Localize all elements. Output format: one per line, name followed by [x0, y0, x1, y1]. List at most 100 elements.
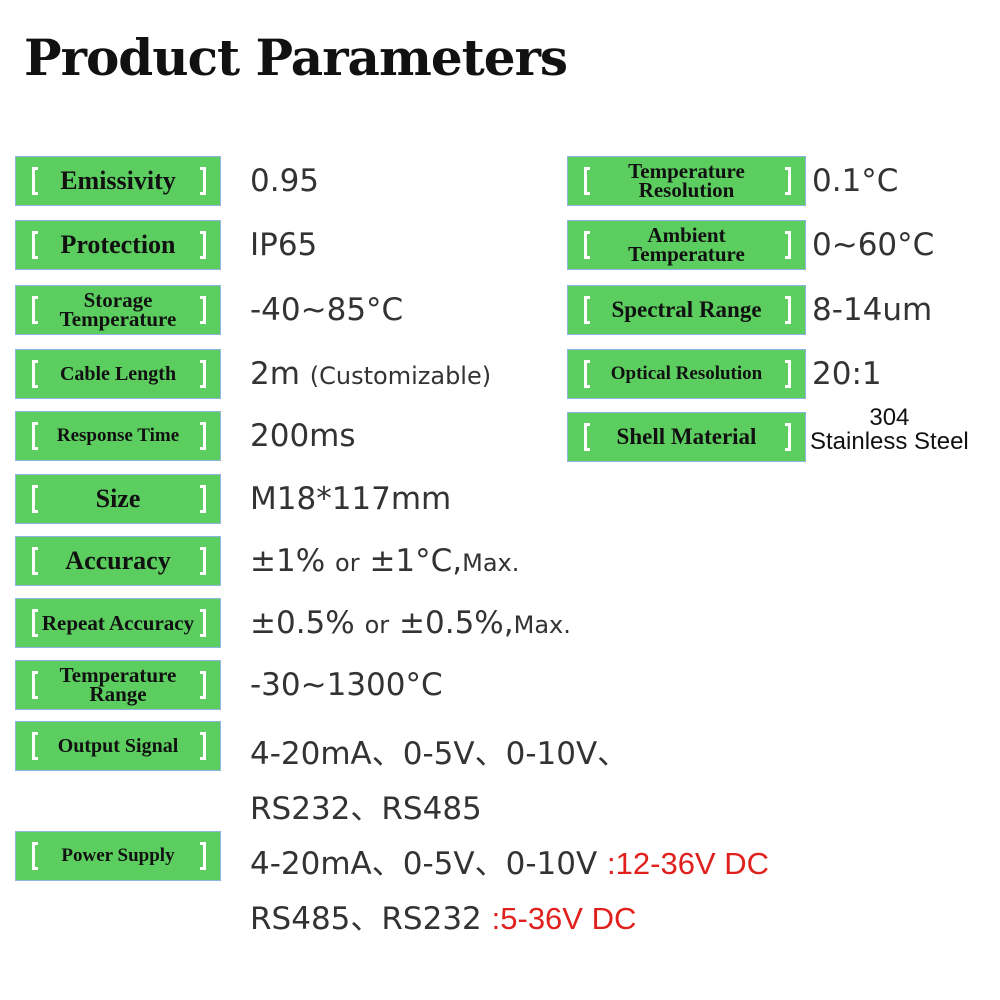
- value-text-line2: RS485、RS232: [250, 901, 482, 937]
- param-7-label: Repeat Accuracy: [15, 598, 221, 648]
- bracket-left-icon: [584, 423, 590, 451]
- bracket-left-icon: [32, 360, 38, 388]
- value-line1: 304: [869, 404, 910, 431]
- bracket-left-icon: [32, 547, 38, 575]
- bracket-right-icon: [200, 296, 206, 324]
- label-text: Ambient Temperature: [628, 223, 745, 266]
- bracket-left-icon: [32, 732, 38, 760]
- bracket-left-icon: [584, 167, 590, 195]
- bracket-right-icon: [200, 671, 206, 699]
- param-right-1-label: Ambient Temperature: [567, 220, 806, 270]
- bracket-right-icon: [200, 231, 206, 259]
- value-text: 200ms: [250, 418, 356, 454]
- bracket-right-icon: [200, 422, 206, 450]
- value-text: -40~85°C: [250, 292, 404, 328]
- value-text: 8-14um: [812, 292, 933, 328]
- value2-text: ±1°C,: [369, 543, 463, 579]
- value-text: 0.1°C: [812, 163, 899, 199]
- param-6-label: Accuracy: [15, 536, 221, 586]
- label-text: Size: [95, 484, 141, 514]
- param-0-label: Emissivity: [15, 156, 221, 206]
- bracket-left-icon: [584, 231, 590, 259]
- bracket-left-icon: [584, 296, 590, 324]
- label-text: Accuracy: [65, 546, 171, 576]
- max-text: Max.: [462, 549, 520, 577]
- value-text: IP65: [250, 227, 318, 263]
- value-note: (Customizable): [309, 362, 492, 390]
- label-text: Response Time: [56, 425, 180, 447]
- param-value: -30~1300°C: [250, 667, 443, 703]
- bracket-right-icon: [785, 296, 791, 324]
- param-value: 2m (Customizable): [250, 356, 491, 392]
- param-10-label: Power Supply: [15, 831, 221, 881]
- param-value: ±1% or ±1°C,Max.: [250, 543, 519, 579]
- param-value: 0.95: [250, 163, 319, 199]
- bracket-right-icon: [785, 167, 791, 195]
- bracket-left-icon: [584, 360, 590, 388]
- value-text: 0.95: [250, 163, 320, 199]
- shell-material-value: 304 Stainless Steel: [810, 406, 969, 454]
- bracket-left-icon: [32, 296, 38, 324]
- value2-text: ±0.5%,: [399, 605, 514, 641]
- voltage-text-line2: :5-36V DC: [491, 901, 637, 936]
- value-text: -30~1300°C: [250, 667, 443, 703]
- bracket-right-icon: [200, 547, 206, 575]
- bracket-left-icon: [32, 167, 38, 195]
- param-value: 0~60°C: [812, 227, 934, 263]
- param-right-2-label: Spectral Range: [567, 285, 806, 335]
- label-text: Power Supply: [61, 845, 175, 867]
- bracket-left-icon: [32, 231, 38, 259]
- label-text: Storage Temperature: [59, 288, 177, 331]
- label-text: Output Signal: [57, 735, 179, 757]
- voltage-text: :12-36V DC: [607, 846, 769, 881]
- param-value: 200ms: [250, 418, 356, 454]
- bracket-right-icon: [785, 231, 791, 259]
- param-value-line2: RS485、RS232 :5-36V DC: [250, 893, 636, 938]
- max-text: Max.: [513, 611, 571, 639]
- param-4-label: Response Time: [15, 411, 221, 461]
- bracket-right-icon: [200, 609, 206, 637]
- param-3-label: Cable Length: [15, 349, 221, 399]
- label-text: Cable Length: [59, 363, 177, 385]
- param-value: M18*117mm: [250, 481, 451, 517]
- param-right-4-label: Shell Material: [567, 412, 806, 462]
- value-text: M18*117mm: [250, 481, 452, 517]
- param-value: 4-20mA、0-5V、0-10V :12-36V DC: [250, 838, 769, 883]
- param-5-label: Size: [15, 474, 221, 524]
- bracket-right-icon: [785, 423, 791, 451]
- label-text: Protection: [60, 230, 176, 260]
- label-text: Emissivity: [60, 166, 176, 196]
- param-right-0-label: Temperature Resolution: [567, 156, 806, 206]
- param-9-label: Output Signal: [15, 721, 221, 771]
- value-text: 4-20mA、0-5V、0-10V、: [250, 736, 629, 772]
- value-text: ±1%: [250, 543, 326, 579]
- label-text: Spectral Range: [611, 296, 762, 322]
- bracket-right-icon: [200, 167, 206, 195]
- value-line2: Stainless Steel: [810, 428, 969, 455]
- bracket-right-icon: [200, 842, 206, 870]
- param-value: IP65: [250, 227, 317, 263]
- or-text: or: [364, 611, 390, 639]
- value-text-line2: RS232、RS485: [250, 791, 482, 827]
- label-text: Shell Material: [616, 423, 757, 449]
- or-text: or: [335, 549, 360, 577]
- param-value: 4-20mA、0-5V、0-10V、: [250, 728, 628, 773]
- param-right-3-label: Optical Resolution: [567, 349, 806, 399]
- bracket-right-icon: [200, 360, 206, 388]
- label-text: Repeat Accuracy: [41, 610, 195, 635]
- value-text: 0~60°C: [812, 227, 935, 263]
- bracket-left-icon: [32, 485, 38, 513]
- param-2-label: Storage Temperature: [15, 285, 221, 335]
- value-text: 20:1: [812, 356, 882, 392]
- bracket-left-icon: [32, 609, 38, 637]
- label-text: Temperature Resolution: [628, 159, 745, 202]
- param-8-label: Temperature Range: [15, 660, 221, 710]
- value-text: 4-20mA、0-5V、0-10V: [250, 846, 598, 882]
- param-value: ±0.5% or ±0.5%,Max.: [250, 605, 571, 641]
- bracket-left-icon: [32, 842, 38, 870]
- label-text: Temperature Range: [59, 663, 177, 706]
- param-value-line2: RS232、RS485: [250, 783, 482, 828]
- bracket-right-icon: [200, 485, 206, 513]
- bracket-right-icon: [785, 360, 791, 388]
- param-value: 20:1: [812, 356, 882, 392]
